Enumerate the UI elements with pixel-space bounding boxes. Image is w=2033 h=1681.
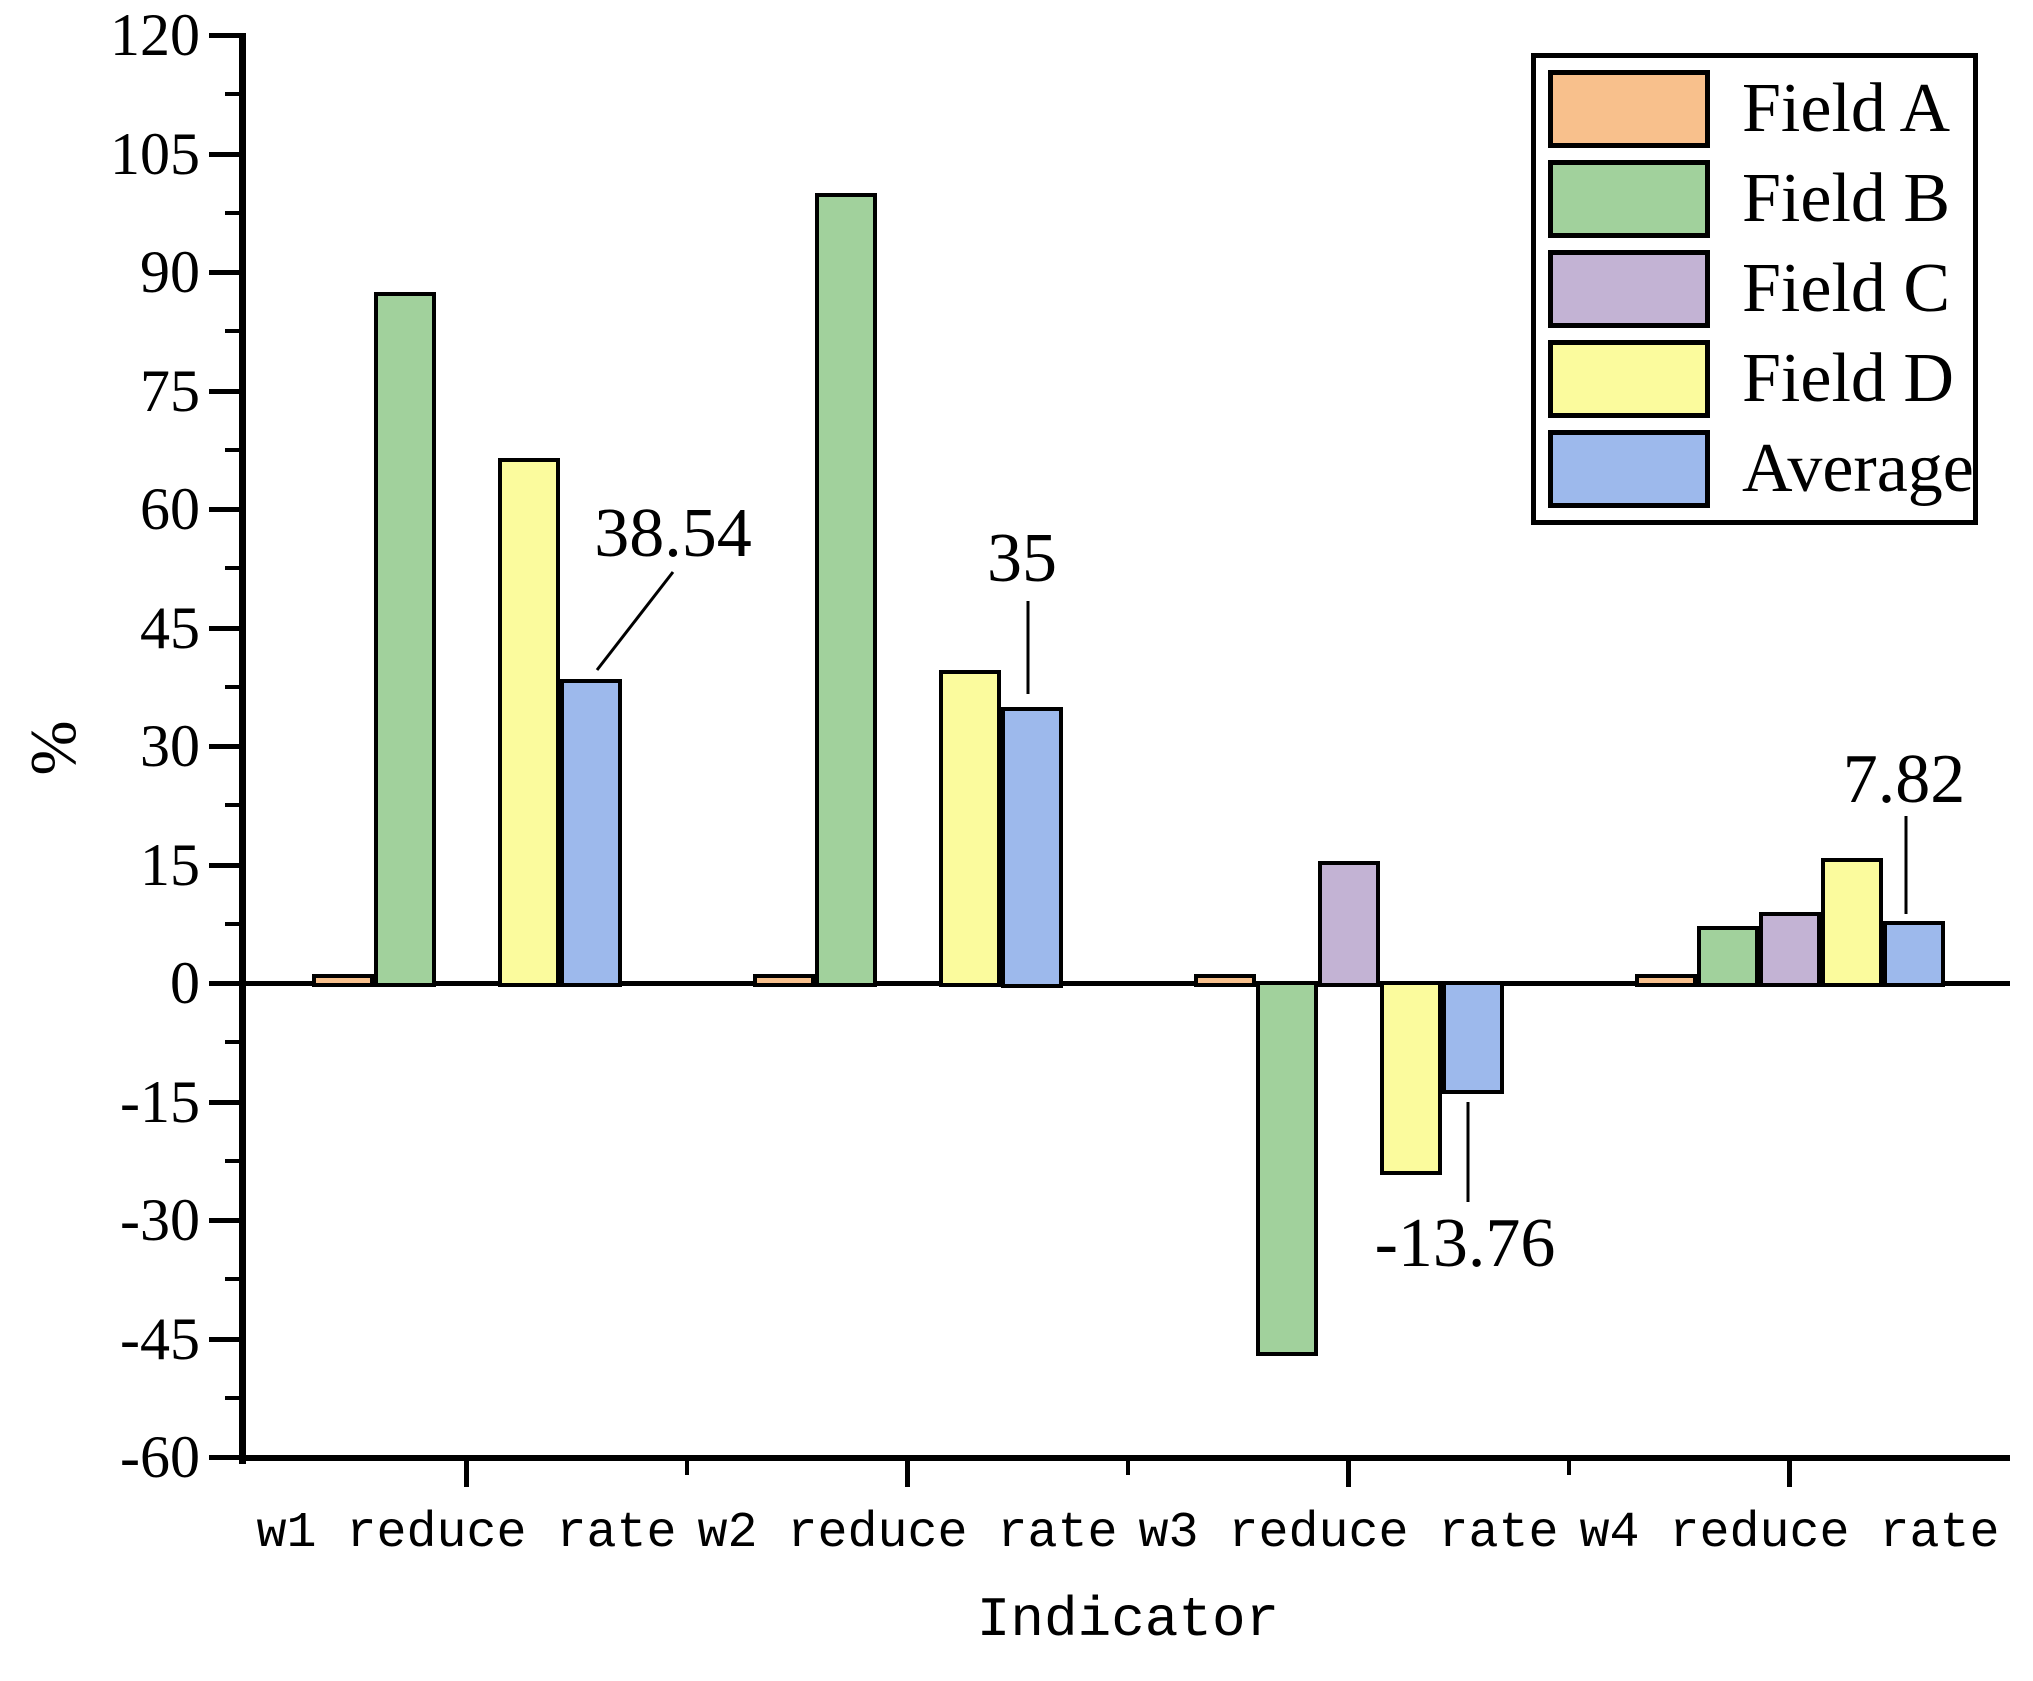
bar-average-w2 (1001, 707, 1063, 988)
y-tick-label: -45 (120, 1305, 200, 1372)
y-major-tick (209, 862, 241, 868)
x-minor-tick (1126, 1461, 1130, 1475)
bar-field-b-w3 (1256, 981, 1318, 1356)
y-tick-label: 105 (110, 120, 200, 187)
y-major-tick (209, 1455, 241, 1460)
zero-line (246, 981, 2010, 986)
y-minor-tick (225, 1158, 241, 1163)
y-major-tick (209, 388, 241, 394)
x-minor-tick (1567, 1461, 1571, 1475)
y-tick-label: 120 (110, 2, 200, 68)
y-tick-label: -15 (120, 1068, 200, 1135)
bar-field-a-w4 (1635, 974, 1697, 987)
bar-field-a-w2 (753, 974, 815, 987)
y-major-tick (209, 507, 241, 512)
y-tick-label: 60 (140, 476, 200, 542)
bar-field-c-w4 (1759, 912, 1821, 987)
y-major-tick (209, 33, 241, 38)
legend-swatch-field-b (1548, 160, 1710, 238)
bar-field-d-w3 (1380, 981, 1442, 1175)
y-minor-tick (225, 92, 241, 97)
x-tick-label: w2 reduce rate (697, 1505, 1118, 1562)
y-major-tick (209, 1099, 241, 1105)
legend-item-field-c: Field C (1548, 250, 1973, 328)
x-tick-label: w3 reduce rate (1138, 1505, 1559, 1562)
bar-field-d-w1 (498, 458, 560, 987)
x-tick-label: w1 reduce rate (256, 1505, 677, 1562)
legend-swatch-field-d (1548, 340, 1710, 418)
y-tick-label: 75 (140, 357, 200, 424)
legend-item-field-d: Field D (1548, 340, 1973, 418)
y-major-tick (209, 1336, 241, 1342)
legend-swatch-field-c (1548, 250, 1710, 328)
legend-label: Field C (1742, 250, 1951, 327)
annotation-value: -13.76 (1374, 1205, 1556, 1282)
annotation-value: 7.82 (1842, 741, 1966, 818)
x-tick-label: w4 reduce rate (1579, 1505, 2000, 1562)
y-major-tick (209, 625, 241, 631)
y-minor-tick (225, 803, 241, 808)
bar-field-c-w3 (1318, 861, 1380, 987)
x-axis-title: Indicator (976, 1588, 1280, 1652)
x-minor-tick (685, 1461, 689, 1475)
legend-item-field-a: Field A (1548, 70, 1973, 148)
bar-average-w3 (1442, 981, 1504, 1094)
y-minor-tick (225, 921, 241, 926)
x-major-tick (1787, 1461, 1792, 1487)
bar-field-d-w2 (939, 670, 1001, 987)
bar-field-a-w3 (1194, 974, 1256, 987)
y-tick-label: -30 (120, 1187, 200, 1253)
y-major-tick (209, 270, 241, 275)
y-minor-tick (225, 447, 241, 452)
legend-item-field-b: Field B (1548, 160, 1973, 238)
legend-label: Field D (1742, 340, 1954, 417)
y-tick-label: -60 (120, 1424, 200, 1490)
x-major-tick (1346, 1461, 1351, 1487)
bar-field-d-w4 (1821, 858, 1883, 987)
legend: Field A Field B Field C Field D Average (1531, 53, 1978, 525)
bar-field-b-w4 (1697, 926, 1759, 987)
y-axis-spine (239, 33, 246, 1464)
annotation-value: 38.54 (594, 495, 752, 572)
legend-label: Field A (1742, 70, 1951, 147)
y-major-tick (209, 981, 241, 986)
y-tick-label: 90 (140, 239, 200, 305)
y-tick-label: 15 (140, 831, 200, 898)
legend-swatch-field-a (1548, 70, 1710, 148)
y-tick-label: 0 (170, 950, 200, 1016)
y-minor-tick (225, 566, 241, 571)
y-minor-tick (225, 1395, 241, 1400)
y-major-tick (209, 744, 241, 749)
legend-label: Field B (1742, 160, 1951, 237)
legend-item-average: Average (1548, 430, 1974, 508)
x-major-tick (464, 1461, 469, 1487)
y-tick-label: 30 (140, 713, 200, 779)
x-axis-spine (239, 1455, 2010, 1461)
y-major-tick (209, 151, 241, 157)
bar-field-b-w2 (815, 193, 877, 987)
bar-average-w4 (1883, 921, 1945, 987)
bar-field-b-w1 (374, 292, 436, 987)
legend-label: Average (1742, 430, 1974, 507)
y-minor-tick (225, 1040, 241, 1045)
y-minor-tick (225, 684, 241, 689)
annotation-value: 35 (987, 520, 1057, 597)
bar-average-w1 (560, 679, 622, 987)
y-minor-tick (225, 1277, 241, 1282)
x-major-tick (905, 1461, 910, 1487)
y-major-tick (209, 1218, 241, 1223)
y-minor-tick (225, 210, 241, 215)
bar-field-a-w1 (312, 974, 374, 987)
y-tick-label: 45 (140, 594, 200, 661)
y-minor-tick (225, 329, 241, 334)
legend-swatch-average (1548, 430, 1710, 508)
